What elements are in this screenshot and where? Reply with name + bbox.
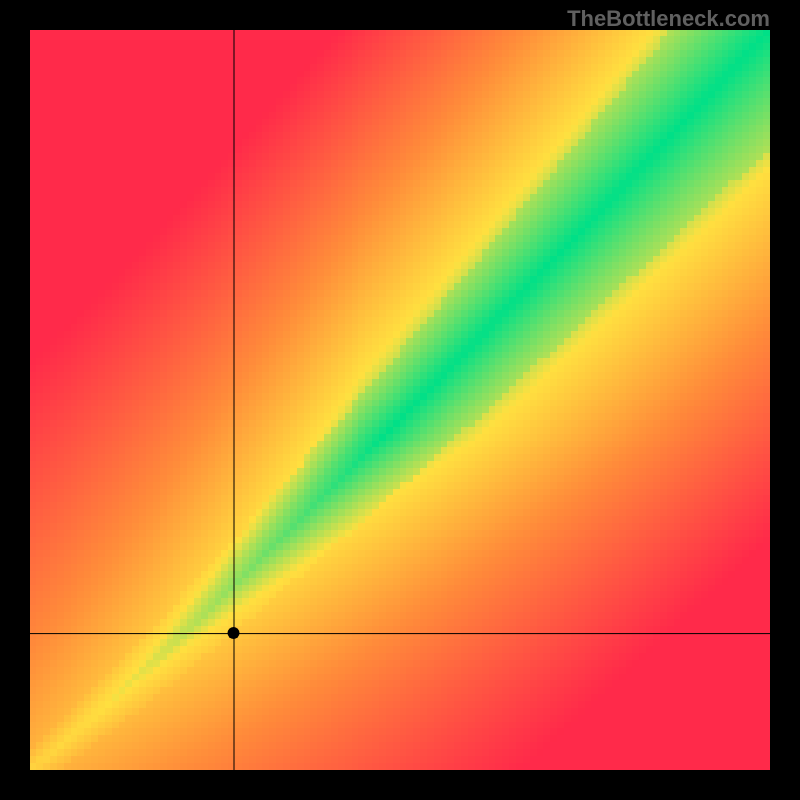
attribution-label: TheBottleneck.com xyxy=(567,6,770,32)
chart-container: TheBottleneck.com xyxy=(0,0,800,800)
bottleneck-heatmap xyxy=(30,30,770,770)
